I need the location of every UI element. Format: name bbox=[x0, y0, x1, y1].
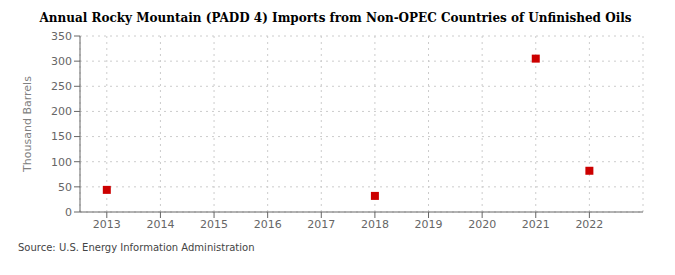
svg-text:50: 50 bbox=[58, 181, 72, 194]
svg-text:2015: 2015 bbox=[200, 218, 228, 231]
svg-text:2022: 2022 bbox=[575, 218, 603, 231]
svg-text:300: 300 bbox=[51, 55, 72, 68]
svg-text:2017: 2017 bbox=[307, 218, 335, 231]
svg-text:2013: 2013 bbox=[93, 218, 121, 231]
svg-text:2020: 2020 bbox=[468, 218, 496, 231]
svg-text:250: 250 bbox=[51, 80, 72, 93]
svg-text:2021: 2021 bbox=[522, 218, 550, 231]
html-text:Source: U.S. Energy Informatio: Source: U.S. Energy Information Administ… bbox=[18, 242, 255, 253]
svg-text:0: 0 bbox=[65, 206, 72, 219]
svg-text:200: 200 bbox=[51, 105, 72, 118]
svg-text:150: 150 bbox=[51, 130, 72, 143]
svg-text:2019: 2019 bbox=[415, 218, 443, 231]
svg-text:2018: 2018 bbox=[361, 218, 389, 231]
svg-text:2016: 2016 bbox=[254, 218, 282, 231]
svg-text:100: 100 bbox=[51, 156, 72, 169]
svg-text:350: 350 bbox=[51, 30, 72, 43]
html-text:Annual Rocky Mountain (PADD 4): Annual Rocky Mountain (PADD 4) Imports f… bbox=[39, 11, 632, 25]
svg-text:Thousand Barrels: Thousand Barrels bbox=[21, 76, 34, 173]
svg-text:2014: 2014 bbox=[146, 218, 174, 231]
